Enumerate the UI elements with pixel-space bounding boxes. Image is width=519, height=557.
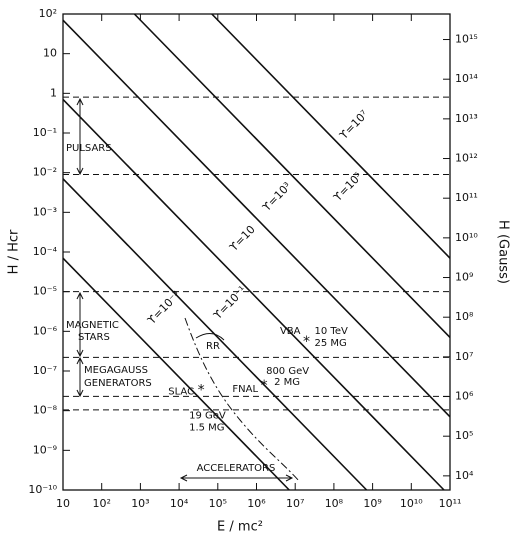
y-tick-label: 10 (43, 47, 57, 60)
point-label: VBA (280, 326, 301, 337)
point-label: 19 GeV (189, 411, 226, 422)
series-line (62, 98, 445, 491)
line-label: ϒ=10³ (260, 180, 294, 214)
point-marker: * (261, 378, 268, 394)
point-label: 1.5 MG (189, 423, 224, 434)
line-label: ϒ=10 (227, 223, 258, 254)
y-tick-label: 10⁻¹⁰ (28, 483, 57, 496)
point-marker: * (303, 334, 310, 350)
line-label: ϒ=10⁻³ (145, 289, 183, 328)
series-line (62, 19, 451, 418)
y2-tick-label: 10⁵ (455, 429, 473, 442)
y-tick-label: 10⁻⁷ (33, 364, 57, 377)
annotation: PULSARS (66, 143, 112, 154)
y2-tick-label: 10¹¹ (455, 191, 478, 204)
annotation: ACCELERATORS (197, 463, 276, 474)
series-line (133, 13, 451, 339)
bracket-arrows (76, 97, 84, 176)
y-tick-label: 10⁻⁶ (33, 324, 58, 337)
y-tick-label: 10⁻⁹ (33, 443, 57, 456)
point-label: 2 MG (274, 377, 300, 388)
y-tick-label: 1 (50, 86, 57, 99)
point-label: 10 TeV (315, 326, 348, 337)
rr-curve (184, 317, 301, 483)
y2-tick-label: 10¹⁰ (455, 231, 478, 244)
x-tick-label: 10⁵ (209, 497, 227, 510)
annotation: MAGNETIC (66, 320, 119, 331)
x-axis-label: E / mc² (217, 520, 263, 535)
y2-tick-label: 10⁹ (455, 271, 473, 284)
range-arrows (179, 474, 294, 482)
series-line (62, 257, 290, 491)
series-line (211, 13, 451, 259)
rr-arc (195, 333, 225, 341)
annotation: MEGAGAUSS (84, 365, 148, 376)
annotation: RR (206, 341, 220, 352)
x-tick-label: 10 (56, 497, 70, 510)
point-label: SLAC (168, 387, 194, 398)
y2-tick-label: 10¹³ (455, 112, 478, 125)
annotation-shapes (76, 97, 301, 483)
y-tick-label: 10⁻¹ (33, 126, 57, 139)
x-tick-label: 10⁷ (286, 497, 304, 510)
x-tick-label: 10⁶ (247, 497, 266, 510)
y2-tick-label: 10¹⁴ (455, 72, 478, 85)
point-label: 800 GeV (266, 366, 309, 377)
y2-tick-label: 10⁷ (455, 350, 473, 363)
y-tick-label: 10² (39, 7, 57, 20)
y2-tick-label: 10¹⁵ (455, 33, 478, 46)
point-label: 25 MG (315, 338, 347, 349)
bracket-arrows (76, 291, 84, 358)
annotation: STARS (78, 332, 110, 343)
annotation: GENERATORS (84, 378, 152, 389)
x-tick-label: 10¹¹ (439, 497, 462, 510)
y2-tick-label: 10¹² (455, 152, 478, 165)
x-tick-label: 10⁴ (170, 497, 189, 510)
y-axis-label: H / Hcr (7, 229, 22, 274)
y-tick-label: 10⁻² (33, 166, 57, 179)
x-tick-label: 10¹⁰ (400, 497, 423, 510)
y-tick-label: 10⁻⁸ (33, 404, 58, 417)
x-tick-label: 10² (92, 497, 110, 510)
y2-tick-label: 10⁸ (455, 310, 474, 323)
series-line (62, 178, 368, 491)
y-tick-label: 10⁻⁴ (33, 245, 58, 258)
y-tick-label: 10⁻³ (33, 205, 57, 218)
y-tick-label: 10⁻⁵ (33, 285, 57, 298)
y2-tick-label: 10⁶ (455, 390, 474, 403)
y2-axis-label: H (Gauss) (496, 220, 511, 284)
y2-tick-label: 10⁴ (455, 469, 474, 482)
x-tick-label: 10³ (131, 497, 149, 510)
point-marker: * (198, 383, 205, 399)
line-label: ϒ=10⁻¹ (211, 284, 249, 323)
x-tick-label: 10⁸ (325, 497, 344, 510)
point-label: FNAL (232, 384, 258, 395)
bracket-arrows (76, 356, 84, 398)
x-tick-label: 10⁹ (363, 497, 381, 510)
plot-frame (62, 13, 451, 491)
line-label: ϒ=10⁷ (337, 108, 371, 142)
